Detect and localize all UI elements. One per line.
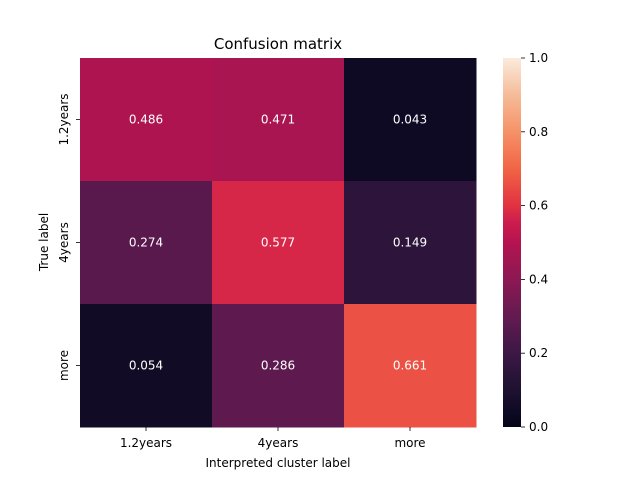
heatmap-cell-r2-c2 bbox=[344, 304, 477, 428]
heatmap-cell-r0-c1 bbox=[212, 58, 345, 182]
cell-value-label-r1-c0: 0.274 bbox=[129, 236, 163, 250]
x-axis-label: Interpreted cluster label bbox=[205, 456, 350, 470]
y-tick-label-2: more bbox=[57, 350, 71, 381]
heatmap-cell-r1-c0 bbox=[80, 181, 213, 305]
cell-value-label-r0-c0: 0.486 bbox=[129, 113, 163, 127]
x-tick-label-0: 1.2years bbox=[120, 436, 172, 450]
cell-value-label-r1-c1: 0.577 bbox=[261, 236, 295, 250]
heatmap-cell-r0-c0 bbox=[80, 58, 213, 182]
colorbar-gradient bbox=[503, 58, 521, 427]
cell-value-label-r0-c2: 0.043 bbox=[393, 113, 427, 127]
chart-title: Confusion matrix bbox=[214, 35, 342, 53]
colorbar-tick-label-3: 0.6 bbox=[529, 199, 548, 213]
heatmap-cells bbox=[80, 58, 477, 428]
heatmap-cell-r0-c2 bbox=[344, 58, 477, 182]
x-tick-label-1: 4years bbox=[258, 436, 299, 450]
cell-value-label-r2-c2: 0.661 bbox=[393, 359, 427, 373]
x-axis-ticks: 1.2years 4years more bbox=[120, 427, 426, 450]
x-tick-label-2: more bbox=[394, 436, 425, 450]
cell-value-label-r2-c0: 0.054 bbox=[129, 359, 163, 373]
cell-value-label-r2-c1: 0.286 bbox=[261, 359, 295, 373]
colorbar-tick-label-1: 0.2 bbox=[529, 346, 548, 360]
heatmap-cell-r1-c2 bbox=[344, 181, 477, 305]
colorbar-tick-label-5: 1.0 bbox=[529, 51, 548, 65]
cell-value-label-r0-c1: 0.471 bbox=[261, 113, 295, 127]
heatmap-cell-r1-c1 bbox=[212, 181, 345, 305]
cell-value-label-r1-c2: 0.149 bbox=[393, 236, 427, 250]
heatmap-cell-r2-c0 bbox=[80, 304, 213, 428]
y-axis-ticks: 1.2years 4years more bbox=[57, 93, 80, 381]
y-axis-label: True label bbox=[37, 213, 51, 272]
colorbar-ticks: 0.0 0.2 0.4 0.6 0.8 1.0 bbox=[521, 51, 548, 434]
y-tick-label-1: 4years bbox=[57, 222, 71, 263]
y-tick-label-0: 1.2years bbox=[57, 93, 71, 145]
heatmap-cell-r2-c1 bbox=[212, 304, 345, 428]
heatmap-cell-labels: 0.486 0.471 0.043 0.274 0.577 0.149 0.054 0.286… bbox=[129, 113, 427, 373]
colorbar-tick-label-0: 0.0 bbox=[529, 420, 548, 434]
colorbar-tick-label-2: 0.4 bbox=[529, 272, 548, 286]
colorbar: 0.0 0.2 0.4 0.6 0.8 1.0 bbox=[503, 51, 548, 434]
colorbar-tick-label-4: 0.8 bbox=[529, 125, 548, 139]
